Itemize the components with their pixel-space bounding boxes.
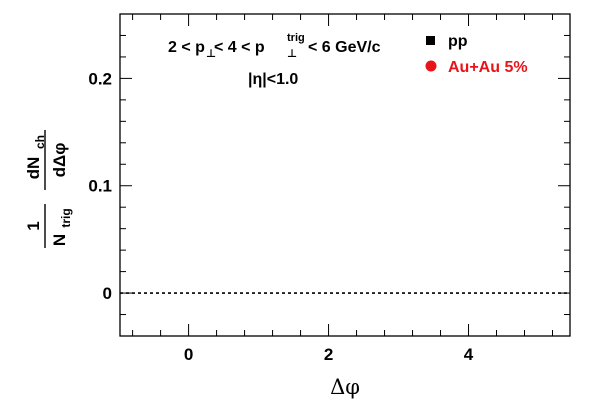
- kinematics-label-b-sup: trig: [287, 32, 305, 44]
- axis-tick-labels: 0 2 4 0 0.1 0.2: [88, 69, 473, 364]
- y-label-prefactor-num: 1: [24, 221, 43, 230]
- legend-label-pp: pp: [448, 33, 468, 50]
- eta-cut-label: |η|<1.0: [248, 71, 298, 88]
- y-tick-label: 0: [103, 284, 112, 303]
- kinematics-label-a: 2 < p: [168, 39, 205, 56]
- y-tick-label: 0.2: [88, 69, 112, 88]
- x-tick-label: 2: [324, 345, 333, 364]
- x-axis-label: Δφ: [330, 375, 360, 399]
- y-label-prefactor-den-sub: trig: [59, 208, 73, 227]
- y-axis-label: 1 N trig dN ch dΔφ: [24, 130, 73, 248]
- legend-label-auau: Au+Au 5%: [448, 59, 528, 76]
- y-tick-label: 0.1: [88, 177, 112, 196]
- kinematics-label-c: < 6 GeV/c: [308, 39, 381, 56]
- y-label-prefactor-den: N: [50, 234, 69, 246]
- x-tick-label: 0: [184, 345, 193, 364]
- legend-marker-pp: [426, 36, 435, 45]
- x-tick-label: 4: [464, 345, 474, 364]
- y-label-denominator: dΔφ: [50, 143, 69, 178]
- legend: pp Au+Au 5%: [425, 33, 528, 76]
- kinematics-label-a-sub: ⊥: [206, 48, 216, 60]
- plot-frame: [119, 13, 571, 337]
- legend-marker-auau: [425, 60, 437, 72]
- kinematics-label-b-sub: ⊥: [287, 48, 297, 60]
- kinematics-label-b: < 4 < p: [214, 39, 265, 56]
- kinematics-annotation: 2 < p ⊥ < 4 < p ⊥ trig < 6 GeV/c |η|<1.0: [168, 32, 381, 88]
- y-label-numerator: dN: [24, 157, 43, 180]
- y-label-numerator-sub: ch: [33, 135, 47, 149]
